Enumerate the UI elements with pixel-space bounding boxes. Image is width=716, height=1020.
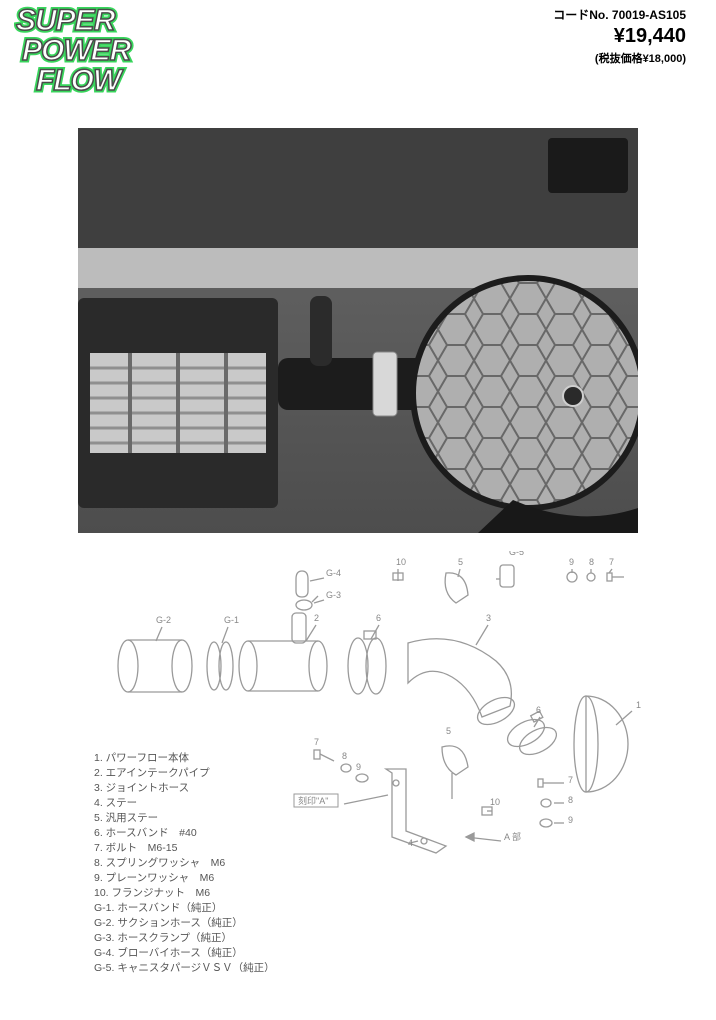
parts-list-item: 7. ボルト M6-15 xyxy=(94,841,275,856)
diagram-label: 6 xyxy=(536,705,541,715)
price-excl-tax: (税抜価格¥18,000) xyxy=(553,50,686,66)
header: SUPER SUPER POWER POWER FLOW FLOW コードNo.… xyxy=(0,0,716,94)
parts-list-item: 8. スプリングワッシャ M6 xyxy=(94,856,275,871)
parts-list-item: 2. エアインテークパイプ xyxy=(94,766,275,781)
parts-list: 1. パワーフロー本体2. エアインテークパイプ3. ジョイントホース4. ステ… xyxy=(94,751,275,976)
diagram-label: 8 xyxy=(342,751,347,761)
parts-list-item: G-1. ホースバンド（純正） xyxy=(94,901,275,916)
parts-list-item: 3. ジョイントホース xyxy=(94,781,275,796)
parts-list-item: G-2. サクションホース（純正） xyxy=(94,916,275,931)
diagram-label: A 部 xyxy=(504,831,521,842)
diagram-label: G-5 xyxy=(509,551,524,557)
diagram-label: 5 xyxy=(446,726,451,736)
diagram-label: 刻印"A" xyxy=(298,795,328,806)
parts-list-item: G-4. ブローバイホース（純正） xyxy=(94,946,275,961)
diagram-label: 10 xyxy=(490,797,500,807)
diagram-label: 3 xyxy=(486,613,491,623)
diagram-label: 7 xyxy=(568,775,573,785)
diagram-label: 5 xyxy=(458,557,463,567)
price: ¥19,440 xyxy=(553,25,686,48)
parts-list-item: G-3. ホースクランプ（純正） xyxy=(94,931,275,946)
diagram-label: 6 xyxy=(376,613,381,623)
diagram-label: 8 xyxy=(568,795,573,805)
diagram-label: G-1 xyxy=(224,615,239,625)
product-photo xyxy=(78,128,638,533)
diagram-label: 7 xyxy=(609,557,614,567)
svg-text:POWER: POWER xyxy=(22,34,132,67)
diagram-label: 7 xyxy=(314,737,319,747)
diagram-label: 2 xyxy=(314,613,319,623)
diagram-label: G-3 xyxy=(326,590,341,600)
diagram-label: 8 xyxy=(589,557,594,567)
parts-list-item: 5. 汎用ステー xyxy=(94,811,275,826)
parts-list-item: 9. プレーンワッシャ M6 xyxy=(94,871,275,886)
parts-list-item: 4. ステー xyxy=(94,796,275,811)
diagram-label: G-2 xyxy=(156,615,171,625)
product-code: コードNo. 70019-AS105 xyxy=(553,6,686,23)
diagram-label: 9 xyxy=(569,557,574,567)
svg-text:SUPER: SUPER xyxy=(16,4,116,37)
logo: SUPER SUPER POWER POWER FLOW FLOW xyxy=(14,4,218,94)
parts-list-item: 6. ホースバンド #40 xyxy=(94,826,275,841)
svg-text:FLOW: FLOW xyxy=(36,64,124,94)
parts-list-item: 10. フランジナット M6 xyxy=(94,886,275,901)
price-block: コードNo. 70019-AS105 ¥19,440 (税抜価格¥18,000) xyxy=(553,4,686,66)
diagram-label: G-4 xyxy=(326,568,341,578)
diagram-label: 9 xyxy=(568,815,573,825)
diagram-label: 10 xyxy=(396,557,406,567)
diagram-label: 9 xyxy=(356,762,361,772)
diagram-label: 1 xyxy=(636,700,641,710)
diagram-area: 105G-5987G-4G-3G-2G-1263617895刻印"A"10789… xyxy=(0,551,716,991)
parts-list-item: 1. パワーフロー本体 xyxy=(94,751,275,766)
diagram-label: 4 xyxy=(408,838,413,848)
parts-list-item: G-5. キャニスタパージＶＳＶ（純正） xyxy=(94,961,275,976)
